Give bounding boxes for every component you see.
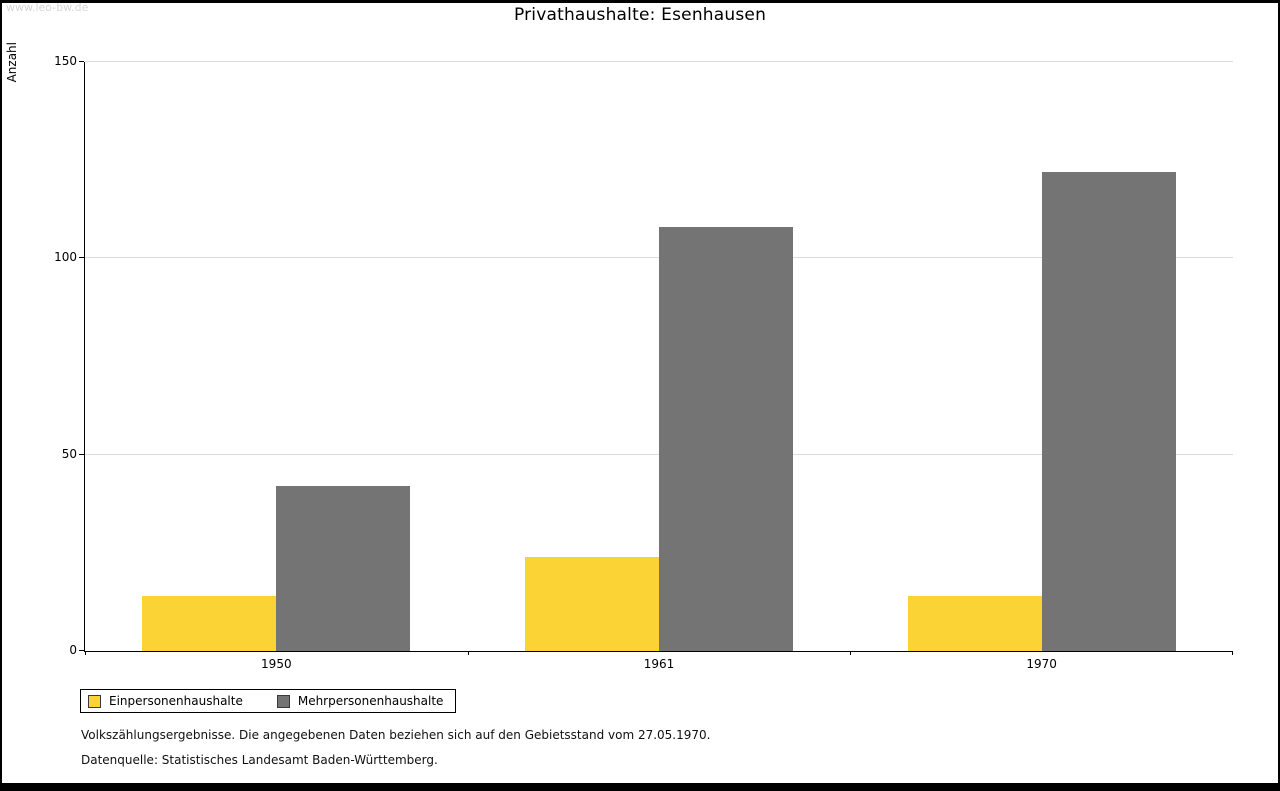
legend-item-einpersonenhaushalte: Einpersonenhaushalte	[88, 694, 243, 708]
x-category-label-1961: 1961	[643, 657, 675, 671]
bar-mehrpersonenhaushalte-1961	[659, 226, 793, 651]
legend-swatch-einpersonenhaushalte	[88, 694, 101, 708]
legend-label-einpersonenhaushalte: Einpersonenhaushalte	[109, 694, 243, 708]
y-tick-100	[79, 257, 84, 259]
y-tick-150	[79, 61, 84, 62]
bar-einpersonenhaushalte-1961	[525, 556, 659, 651]
bar-mehrpersonenhaushalte-1970	[1041, 171, 1176, 651]
x-category-label-1950: 1950	[261, 657, 292, 671]
plot-area: 0 50 100 150 1950 1961 1970	[54, 54, 1233, 671]
y-tick-label-150: 150	[54, 54, 77, 68]
legend-item-mehrpersonenhaushalte: Mehrpersonenhaushalte	[276, 694, 444, 708]
y-tick-label-100: 100	[54, 250, 77, 265]
y-tick-50	[79, 453, 84, 455]
legend-label-mehrpersonenhaushalte: Mehrpersonenhaushalte	[297, 694, 444, 708]
bar-mehrpersonenhaushalte-1950	[276, 486, 411, 651]
x-tick-1	[467, 651, 469, 655]
legend-swatch-mehrpersonenhaushalte	[276, 694, 290, 708]
y-tick-0	[79, 650, 84, 651]
gridline-150	[85, 61, 1233, 62]
x-tick-3	[1232, 651, 1233, 655]
y-axis-label: Anzahl	[5, 42, 19, 83]
chart-title: Privathaushalte: Esenhausen	[513, 5, 767, 25]
footnote-data-source: Datenquelle: Statistisches Landesamt Bad…	[81, 753, 438, 767]
watermark: www.leo-bw.de	[6, 1, 89, 14]
footnote-source-note: Volkszählungsergebnisse. Die angegebenen…	[81, 728, 711, 742]
x-category-label-1970: 1970	[1026, 657, 1057, 671]
y-tick-label-50: 50	[61, 446, 77, 461]
bar-einpersonenhaushalte-1950	[142, 596, 277, 651]
bar-einpersonenhaushalte-1970	[907, 596, 1042, 651]
y-tick-label-0: 0	[69, 643, 77, 657]
x-tick-0	[85, 651, 86, 655]
x-tick-2	[850, 651, 852, 655]
legend: Einpersonenhaushalte Mehrpersonenhaushal…	[80, 689, 457, 713]
